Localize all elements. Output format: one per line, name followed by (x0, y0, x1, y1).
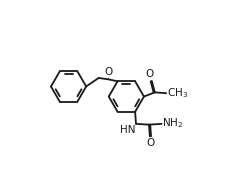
Text: O: O (105, 67, 113, 77)
Text: HN: HN (120, 125, 135, 135)
Text: O: O (146, 138, 154, 148)
Text: NH$_2$: NH$_2$ (162, 117, 184, 130)
Text: CH$_3$: CH$_3$ (167, 86, 188, 100)
Text: O: O (146, 69, 154, 79)
